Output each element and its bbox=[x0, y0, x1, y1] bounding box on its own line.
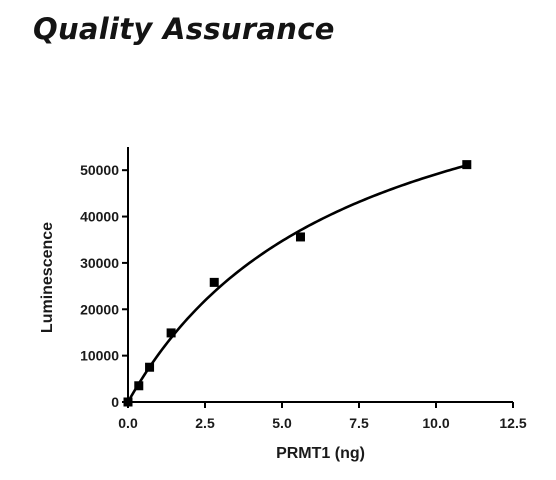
data-point bbox=[209, 277, 219, 287]
data-point bbox=[123, 397, 133, 407]
x-tick-label: 12.5 bbox=[499, 415, 526, 431]
y-tick-label: 0 bbox=[111, 394, 119, 410]
data-point bbox=[295, 232, 305, 242]
y-axis-label: Luminescence bbox=[39, 222, 56, 333]
x-tick-label: 0.0 bbox=[118, 415, 138, 431]
data-point bbox=[166, 328, 176, 338]
data-point bbox=[134, 381, 144, 391]
x-axis-label: PRMT1 (ng) bbox=[276, 445, 365, 462]
data-point bbox=[462, 160, 472, 170]
y-tick-label: 30000 bbox=[80, 255, 119, 271]
page-title: Quality Assurance bbox=[33, 12, 335, 46]
data-point bbox=[145, 362, 155, 372]
x-tick-label: 5.0 bbox=[272, 415, 292, 431]
data-points-layer bbox=[123, 160, 472, 407]
x-tick-label: 2.5 bbox=[195, 415, 215, 431]
fit-curve-layer bbox=[126, 164, 468, 403]
y-tick-label: 40000 bbox=[80, 209, 119, 225]
y-tick-label: 50000 bbox=[80, 162, 119, 178]
x-tick-label: 7.5 bbox=[349, 415, 369, 431]
chart-axes: 0 10000 20000 30000 40000 50000 0.0 2.5 5.0 7.5 10… bbox=[80, 147, 527, 431]
y-tick-label: 10000 bbox=[80, 348, 119, 364]
x-tick-label: 10.0 bbox=[422, 415, 449, 431]
y-tick-label: 20000 bbox=[80, 301, 119, 317]
fit-curve bbox=[126, 164, 468, 403]
